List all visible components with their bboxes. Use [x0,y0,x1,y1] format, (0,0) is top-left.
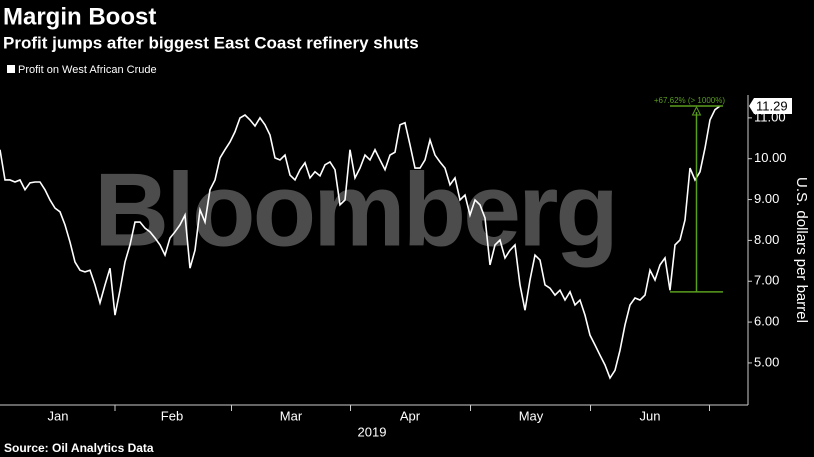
x-axis-title: 2019 [358,424,387,439]
y-tick-label: 7.00 [754,273,779,288]
source: Source: Oil Analytics Data [4,441,154,455]
watermark: Bloomberg [94,152,616,268]
last-value-label: 11.29 [756,98,788,113]
legend-swatch [7,65,15,73]
y-tick-label: 9.00 [754,191,779,206]
y-tick-label: 6.00 [754,314,779,329]
x-tick-label: May [519,408,544,423]
line [0,105,721,380]
x-tick-label: Jan [48,408,69,423]
x-tick-label: Feb [161,408,183,423]
x-tick-label: Jun [640,408,661,423]
chart-subtitle: Profit jumps after biggest East Coast re… [3,33,419,52]
annotation-arrowhead [691,105,702,116]
annotation-text: +67.62% (> 1000%) [654,96,725,105]
chart-title: Margin Boost [3,3,156,30]
y-tick-label: 5.00 [754,354,779,369]
last-value-box [749,98,792,115]
x-tick-label: Mar [280,408,303,423]
y-tick-label: 8.00 [754,232,779,247]
y-axis-title: U.S. dollars per barrel [793,177,810,323]
x-tick-label: Apr [400,408,421,423]
legend-label: Profit on West African Crude [18,64,157,76]
y-tick-label: 10.00 [754,150,787,165]
